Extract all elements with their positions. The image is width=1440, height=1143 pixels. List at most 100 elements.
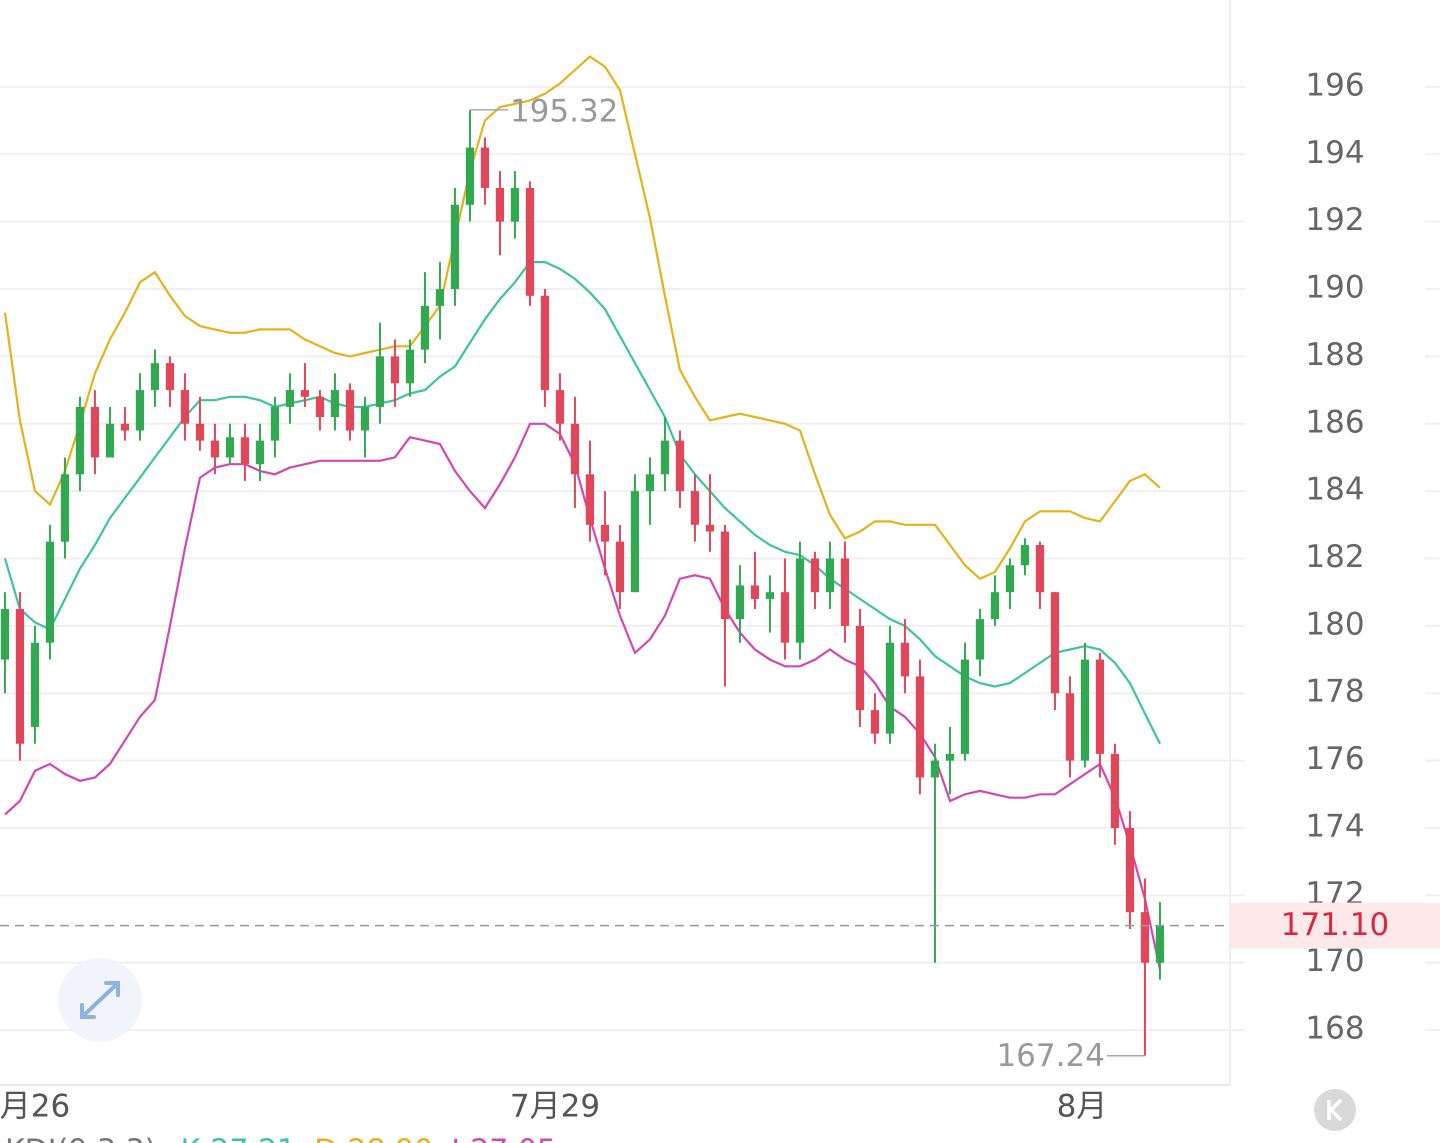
candle-body xyxy=(945,753,955,761)
candle xyxy=(375,322,385,424)
y-tick-label: 180 xyxy=(1305,606,1364,642)
candle-body xyxy=(120,423,130,431)
candle-body xyxy=(1065,693,1075,761)
candle xyxy=(345,383,355,441)
y-tick-label: 186 xyxy=(1305,404,1364,440)
candle xyxy=(600,491,610,576)
candle xyxy=(870,693,880,744)
candle xyxy=(1125,811,1135,930)
candle xyxy=(720,524,730,687)
candle-body xyxy=(450,204,460,290)
candle xyxy=(960,642,970,761)
candle xyxy=(615,524,625,610)
candle-body xyxy=(435,289,445,306)
candle xyxy=(1140,878,1150,1056)
candle xyxy=(435,262,445,340)
candle xyxy=(750,551,760,610)
candle-body xyxy=(705,524,715,532)
candle xyxy=(585,440,595,542)
candle-body xyxy=(390,356,400,384)
candle-body xyxy=(375,356,385,407)
candle-body xyxy=(975,619,985,660)
plot xyxy=(0,55,1440,1057)
candle-body xyxy=(630,491,640,593)
candle xyxy=(210,423,220,475)
candle xyxy=(120,406,130,441)
candle xyxy=(825,541,835,610)
band-line xyxy=(3,55,1161,580)
candle-body xyxy=(750,585,760,599)
candle xyxy=(1095,652,1105,778)
candle xyxy=(225,423,235,465)
candle xyxy=(1050,592,1060,711)
max-label: 195.32 xyxy=(510,93,618,129)
candle-body xyxy=(660,440,670,475)
candle xyxy=(840,541,850,643)
candle-body xyxy=(480,147,490,188)
candle-body xyxy=(765,592,775,599)
candle-body xyxy=(1155,925,1165,963)
candle xyxy=(360,396,370,458)
candle xyxy=(795,541,805,660)
y-tick-label: 168 xyxy=(1305,1011,1364,1047)
y-tick-label: 182 xyxy=(1305,539,1364,575)
expand-icon[interactable] xyxy=(80,981,120,1019)
candle-body xyxy=(255,440,265,465)
x-tick-label: 月26 xyxy=(0,1089,70,1125)
y-tick-label: 188 xyxy=(1305,337,1364,373)
expand-button[interactable] xyxy=(58,958,142,1042)
candle xyxy=(930,743,940,963)
candle-body xyxy=(915,676,925,778)
candle-body xyxy=(180,390,190,424)
candle-body xyxy=(330,390,340,418)
candle xyxy=(180,373,190,441)
candle-body xyxy=(720,531,730,620)
candle-body xyxy=(60,474,70,542)
x-tick-label: 8月 xyxy=(1057,1089,1108,1125)
candle-body xyxy=(540,295,550,391)
candle xyxy=(0,592,10,694)
band-line xyxy=(3,261,1161,745)
k-button-bg[interactable] xyxy=(1314,1089,1356,1131)
candle xyxy=(510,171,520,239)
candle-body xyxy=(315,396,325,418)
candle-body xyxy=(900,642,910,677)
k-button[interactable] xyxy=(1314,1089,1356,1131)
candle-body xyxy=(285,390,295,407)
k-icon[interactable] xyxy=(1327,1098,1343,1122)
candle xyxy=(60,457,70,559)
last-price-label: 171.10 xyxy=(1281,907,1389,943)
candle xyxy=(465,109,475,222)
candle xyxy=(420,272,430,364)
candle-body xyxy=(600,524,610,542)
candle-body xyxy=(225,437,235,458)
candle-body xyxy=(645,474,655,492)
candle-body xyxy=(990,592,1000,620)
candle-body xyxy=(960,659,970,754)
y-tick-label: 196 xyxy=(1305,67,1364,103)
min-label: 167.24 xyxy=(996,1038,1104,1074)
candle-body xyxy=(405,349,415,384)
candle xyxy=(570,396,580,508)
candle-body xyxy=(825,558,835,593)
candle-body xyxy=(1125,827,1135,913)
candle xyxy=(675,430,685,508)
candle xyxy=(330,373,340,431)
candle-body xyxy=(1140,912,1150,963)
candle xyxy=(645,457,655,525)
candle xyxy=(30,625,40,744)
candle-body xyxy=(840,558,850,626)
candle xyxy=(90,390,100,475)
candle xyxy=(1035,541,1045,610)
candle-body xyxy=(0,609,10,660)
y-tick-label: 184 xyxy=(1305,472,1364,508)
x-tick-label: 7月29 xyxy=(510,1089,600,1125)
candle xyxy=(1155,902,1165,980)
candle-body xyxy=(135,390,145,431)
candle xyxy=(810,551,820,610)
candle-body xyxy=(15,609,25,744)
indicator-title: KDJ(9,3,3): xyxy=(5,1134,166,1143)
candle-body xyxy=(1035,545,1045,593)
candle-body xyxy=(30,642,40,727)
